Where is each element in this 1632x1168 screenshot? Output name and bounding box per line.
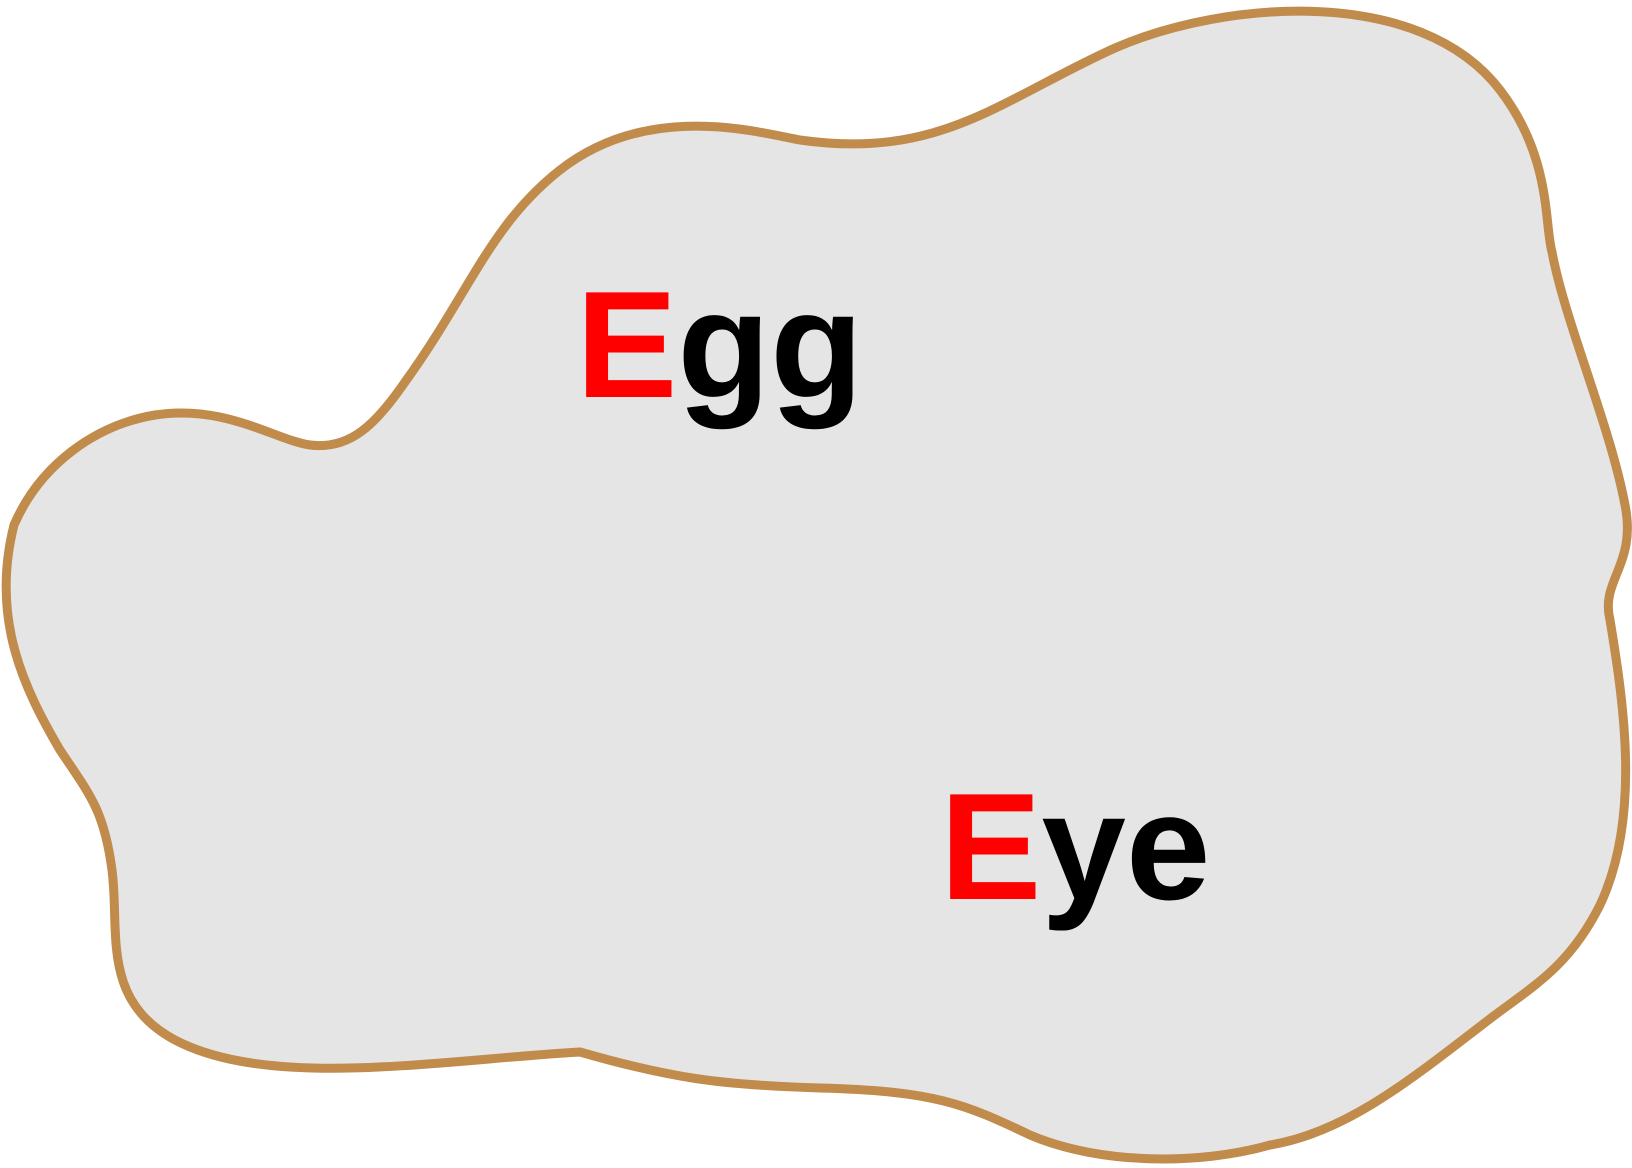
- word-eye: Eye: [940, 762, 1210, 932]
- word-egg-first-letter: E: [576, 260, 677, 430]
- word-eye-rest: ye: [1041, 762, 1210, 932]
- word-eye-first-letter: E: [940, 762, 1041, 932]
- word-egg: Egg: [576, 260, 863, 430]
- word-egg-rest: gg: [677, 260, 863, 430]
- blob-shape: [1, 6, 1632, 1164]
